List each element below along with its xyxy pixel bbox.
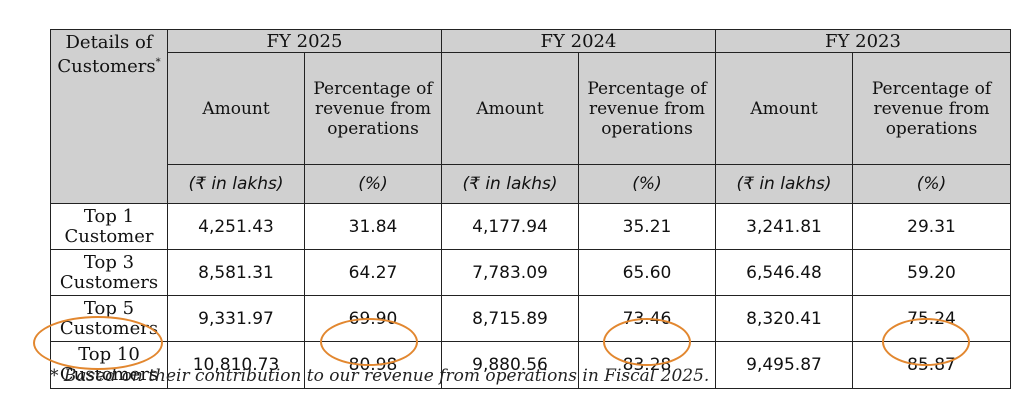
cell-value: 64.27	[304, 249, 442, 296]
cell-value: 6,546.48	[715, 249, 853, 296]
pct-unit: (%)	[852, 164, 1011, 204]
cell-value: 4,177.94	[441, 203, 579, 250]
footnote: * Based on their contribution to our rev…	[50, 366, 710, 386]
cell-value: 31.84	[304, 203, 442, 250]
row-label: Top 5 Customers	[50, 295, 168, 342]
cell-value: 9,495.87	[715, 341, 853, 389]
pct-header: Percentage of revenue from operations	[852, 52, 1011, 165]
cell-value: 75.24	[852, 295, 1011, 342]
cell-value: 73.46	[578, 295, 716, 342]
cell-value: 8,581.31	[167, 249, 305, 296]
row-label: Top 3 Customers	[50, 249, 168, 296]
pct-header: Percentage of revenue from operations	[578, 52, 716, 165]
table-row: Top 1 Customer 4,251.43 31.84 4,177.94 3…	[50, 203, 1011, 250]
cell-value: 59.20	[852, 249, 1011, 296]
corner-header: Details of Customers*	[50, 29, 168, 204]
cell-value: 9,880.56	[441, 341, 579, 389]
table-row: Top 10 Customers 10,810.73 80.98 9,880.5…	[50, 341, 1011, 389]
cell-value: 65.60	[578, 249, 716, 296]
pct-unit: (%)	[578, 164, 716, 204]
cell-value: 85.87	[852, 341, 1011, 389]
customer-concentration-table: Details of Customers* FY 2025 FY 2024 FY…	[50, 29, 1011, 389]
cell-value: 9,331.97	[167, 295, 305, 342]
corner-header-text: Details of Customers	[57, 32, 156, 77]
cell-value: 35.21	[578, 203, 716, 250]
cell-value: 69.90	[304, 295, 442, 342]
cell-value: 4,251.43	[167, 203, 305, 250]
year-header-fy2024: FY 2024	[441, 29, 716, 53]
table-row: Top 3 Customers 8,581.31 64.27 7,783.09 …	[50, 249, 1011, 296]
amount-header: Amount	[167, 52, 305, 165]
cell-value: 7,783.09	[441, 249, 579, 296]
amount-unit: (₹ in lakhs)	[441, 164, 579, 204]
cell-value: 8,715.89	[441, 295, 579, 342]
year-header-fy2023: FY 2023	[715, 29, 1011, 53]
pct-unit: (%)	[304, 164, 442, 204]
row-label: Top 1 Customer	[50, 203, 168, 250]
year-header-fy2025: FY 2025	[167, 29, 442, 53]
table-row: Top 5 Customers 9,331.97 69.90 8,715.89 …	[50, 295, 1011, 342]
pct-header: Percentage of revenue from operations	[304, 52, 442, 165]
amount-header: Amount	[715, 52, 853, 165]
row-label: Top 10 Customers	[50, 341, 168, 389]
cell-value: 29.31	[852, 203, 1011, 250]
corner-marker: *	[155, 57, 161, 68]
amount-unit: (₹ in lakhs)	[715, 164, 853, 204]
amount-header: Amount	[441, 52, 579, 165]
amount-unit: (₹ in lakhs)	[167, 164, 305, 204]
cell-value: 10,810.73	[167, 341, 305, 389]
cell-value: 3,241.81	[715, 203, 853, 250]
cell-value: 8,320.41	[715, 295, 853, 342]
